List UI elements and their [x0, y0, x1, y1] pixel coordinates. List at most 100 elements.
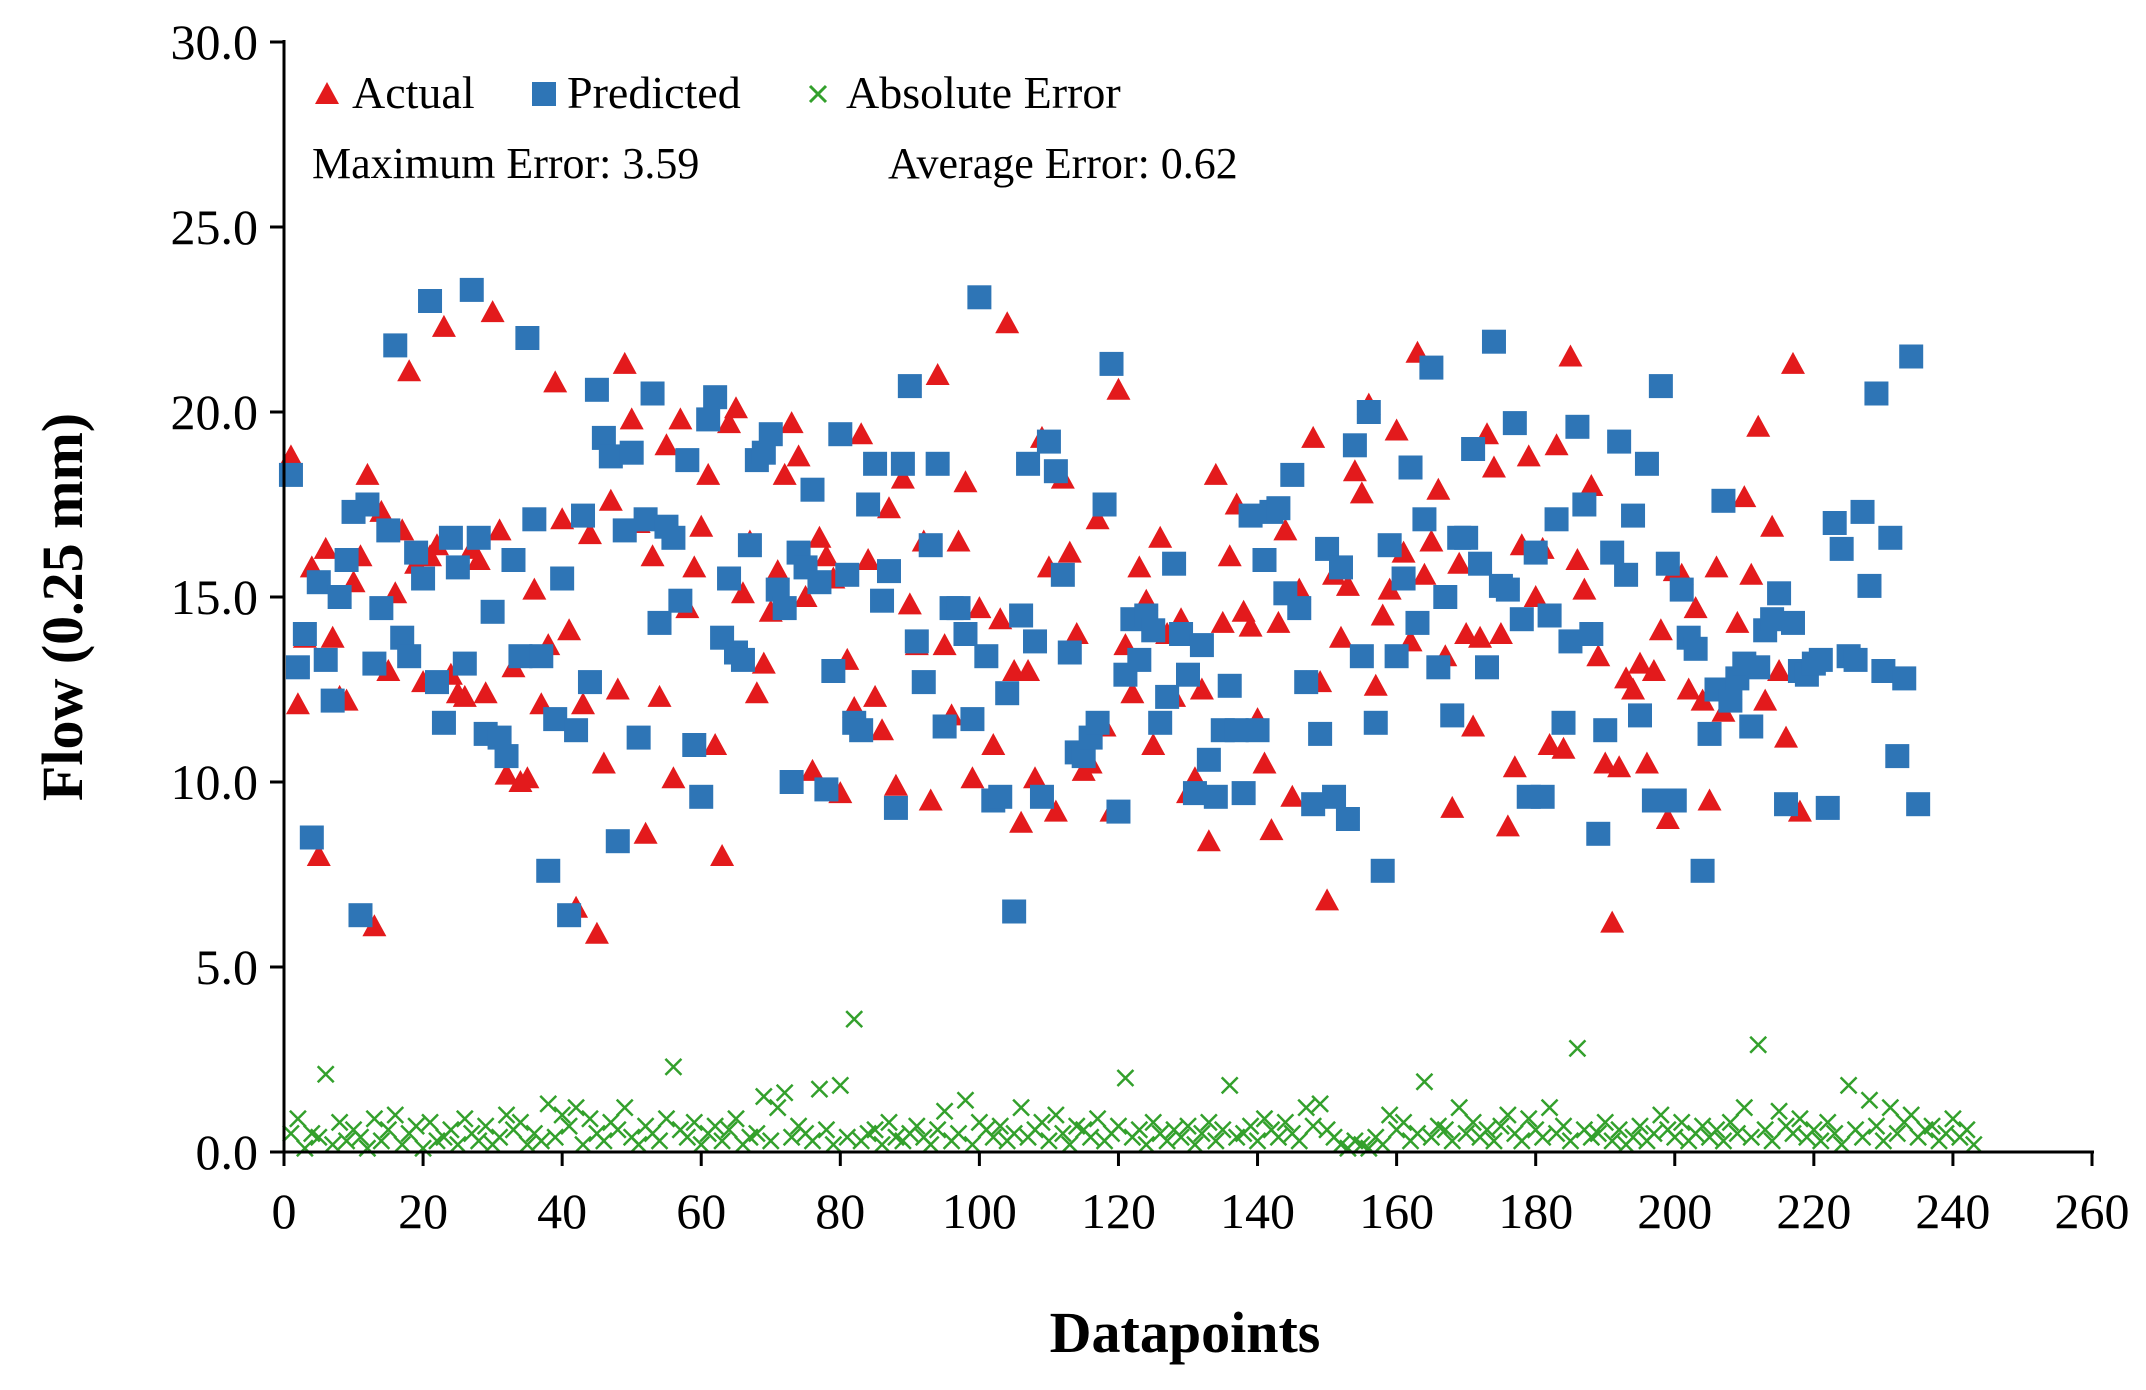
point-predicted: [1690, 858, 1715, 883]
point-predicted: [612, 518, 637, 543]
point-actual: [1753, 688, 1778, 711]
point-actual: [751, 651, 776, 674]
point-predicted: [459, 277, 484, 302]
point-actual: [487, 518, 512, 541]
point-predicted: [1002, 899, 1027, 924]
point-predicted: [703, 385, 728, 410]
point-predicted: [1454, 525, 1479, 550]
point-predicted: [737, 533, 762, 558]
point-predicted: [814, 777, 839, 802]
point-absolute-error: [720, 1120, 738, 1139]
point-predicted: [1245, 718, 1270, 743]
point-absolute-error: [1172, 1128, 1190, 1147]
series-absolute-error: [282, 1010, 1983, 1158]
point-predicted: [995, 681, 1020, 706]
point-actual: [431, 314, 456, 337]
point-predicted: [717, 566, 742, 591]
point-actual: [1774, 725, 1799, 748]
legend-predicted-label: Predicted: [567, 67, 741, 118]
point-absolute-error: [1923, 1117, 1941, 1135]
point-actual: [1551, 736, 1576, 759]
point-absolute-error: [1791, 1109, 1809, 1128]
series-predicted: [278, 277, 1931, 928]
point-predicted: [1280, 462, 1305, 487]
x-tick-label: 80: [815, 1183, 865, 1239]
point-predicted: [529, 644, 554, 669]
point-actual: [1266, 610, 1291, 633]
point-predicted: [494, 744, 519, 769]
point-absolute-error: [1498, 1106, 1517, 1124]
point-actual: [1579, 474, 1604, 496]
point-predicted: [1370, 858, 1395, 883]
point-absolute-error: [1415, 1072, 1434, 1091]
point-absolute-error: [1874, 1132, 1893, 1150]
point-predicted: [1433, 585, 1458, 609]
point-absolute-error: [365, 1109, 384, 1128]
legend: Actual Predicted Absolute Error: [315, 67, 1121, 118]
point-absolute-error: [1825, 1124, 1844, 1143]
point-absolute-error: [1290, 1132, 1309, 1150]
point-predicted: [730, 647, 755, 672]
point-predicted: [557, 903, 582, 928]
point-actual: [1141, 733, 1166, 755]
point-predicted: [1475, 655, 1500, 680]
point-predicted: [918, 533, 943, 558]
point-actual: [1767, 659, 1792, 681]
point-actual: [577, 522, 602, 545]
point-predicted: [1565, 414, 1590, 439]
point-absolute-error: [455, 1109, 474, 1128]
point-predicted: [1182, 781, 1207, 806]
point-actual: [619, 407, 644, 430]
point-actual: [1704, 555, 1729, 578]
point-absolute-error: [1144, 1113, 1163, 1132]
point-actual: [633, 821, 658, 844]
y-tick-label: 0.0: [196, 1124, 259, 1180]
point-absolute-error: [511, 1113, 530, 1132]
point-actual: [480, 300, 505, 323]
point-actual: [717, 411, 742, 434]
point-actual: [543, 370, 568, 393]
point-absolute-error: [594, 1132, 613, 1150]
x-tick-label: 160: [1359, 1183, 1434, 1239]
point-actual: [1732, 485, 1757, 508]
point-absolute-error: [490, 1128, 509, 1147]
point-predicted: [1349, 644, 1374, 669]
avg-error-annotation: Average Error: 0.62: [888, 139, 1238, 188]
point-absolute-error: [1137, 1135, 1156, 1154]
point-absolute-error: [1053, 1124, 1072, 1143]
point-actual: [320, 625, 345, 648]
point-predicted: [1043, 459, 1068, 484]
point-predicted: [1301, 792, 1326, 817]
point-actual: [1523, 585, 1548, 607]
point-absolute-error: [532, 1132, 551, 1150]
point-actual: [1746, 414, 1771, 437]
point-predicted: [1356, 400, 1381, 424]
point-predicted: [1906, 792, 1931, 817]
point-absolute-error: [1512, 1132, 1531, 1150]
point-predicted: [1162, 551, 1187, 576]
point-actual: [1760, 514, 1785, 537]
point-absolute-error: [1811, 1132, 1830, 1150]
point-absolute-error: [824, 1135, 843, 1154]
point-predicted: [536, 858, 561, 883]
point-absolute-error: [880, 1113, 898, 1132]
point-actual: [1315, 888, 1340, 911]
point-predicted: [807, 570, 832, 595]
point-actual: [814, 544, 839, 567]
point-absolute-error: [657, 1109, 676, 1128]
point-actual: [883, 773, 908, 796]
point-absolute-error: [1728, 1124, 1747, 1143]
point-absolute-error: [1763, 1132, 1782, 1150]
point-absolute-error: [1443, 1132, 1462, 1150]
legend-actual-marker: [315, 82, 339, 104]
point-predicted: [1335, 807, 1360, 831]
point-predicted: [1029, 784, 1054, 809]
legend-error-label: Absolute Error: [846, 67, 1121, 118]
point-absolute-error: [1721, 1113, 1740, 1132]
point-absolute-error: [866, 1120, 884, 1139]
point-absolute-error: [803, 1132, 822, 1150]
point-actual: [1377, 577, 1402, 600]
point-predicted: [1440, 703, 1465, 728]
point-predicted: [1669, 577, 1694, 602]
